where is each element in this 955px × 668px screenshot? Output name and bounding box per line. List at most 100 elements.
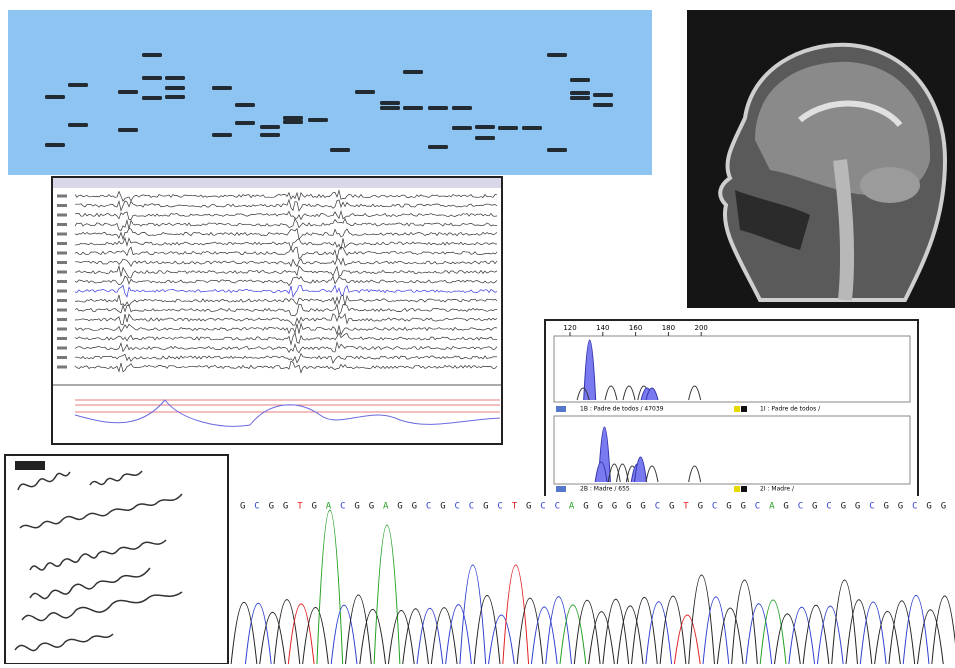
base-call: G — [841, 502, 846, 512]
gel-band — [570, 78, 590, 82]
eeg-channel-label — [57, 318, 67, 321]
trace-peak — [502, 564, 530, 665]
panel-label: 2B : Madre / 655 — [580, 486, 630, 493]
panel-label: 1I : Padre de todos / — [760, 406, 821, 413]
trace-peak — [573, 599, 601, 665]
mri-head — [718, 42, 948, 302]
eeg-trace — [74, 313, 498, 326]
gel-band — [452, 126, 472, 130]
trace-peak — [259, 612, 286, 665]
peak — [607, 463, 621, 483]
gel-band — [475, 136, 495, 140]
trace-peak — [616, 605, 644, 665]
trace-peak — [545, 596, 572, 665]
eeg-trace — [74, 294, 498, 307]
eeg-trace — [74, 322, 498, 336]
gel-band — [547, 53, 567, 57]
base-call: C — [712, 502, 717, 512]
base-call: C — [755, 502, 760, 512]
peak — [688, 385, 702, 401]
eeg-toolbar — [53, 178, 501, 188]
gel-band — [165, 76, 185, 80]
trace-peak — [816, 605, 844, 665]
trace-peak — [602, 598, 630, 665]
trace-peak — [387, 610, 415, 665]
base-call: A — [769, 502, 775, 512]
eeg-trace — [74, 236, 498, 251]
base-call: C — [798, 502, 803, 512]
trace-peak — [402, 608, 429, 665]
eeg-trace — [74, 227, 498, 241]
base-call: C — [826, 502, 831, 512]
electropherogram-panel — [553, 415, 911, 485]
gel-band — [308, 118, 328, 122]
eeg-trace — [74, 246, 498, 260]
gel-band — [428, 106, 448, 110]
handwriting-sample — [4, 454, 229, 665]
gel-band — [45, 143, 65, 147]
trace-peak — [516, 597, 544, 665]
base-call: G — [741, 502, 746, 512]
gel-band — [68, 83, 88, 87]
peak — [645, 465, 659, 483]
base-call: G — [354, 502, 359, 512]
peak — [604, 385, 618, 401]
trace-peak — [859, 601, 887, 665]
gel-band — [260, 125, 280, 129]
gel-band — [165, 86, 185, 90]
base-call: G — [598, 502, 603, 512]
base-call: G — [669, 502, 674, 512]
gel-band — [283, 116, 303, 120]
gel-band — [403, 70, 423, 74]
base-call: T — [512, 502, 518, 512]
gel-band — [380, 101, 400, 105]
trace-peak — [459, 564, 487, 665]
trace-peak — [673, 614, 701, 665]
trace-peak — [416, 608, 444, 665]
base-call: G — [526, 502, 531, 512]
axis-tick-label: 200 — [695, 324, 708, 332]
eeg-trace — [74, 275, 498, 286]
base-call: G — [626, 502, 631, 512]
trace-peak — [831, 579, 858, 665]
gel-band — [380, 106, 400, 110]
base-call: C — [254, 502, 259, 512]
trace-peak — [788, 606, 816, 665]
base-call: C — [869, 502, 874, 512]
eeg-channel-label — [57, 261, 67, 264]
base-call: G — [269, 502, 274, 512]
gel-band — [547, 148, 567, 152]
eeg-channel-label — [57, 251, 67, 255]
eeg-channel-label — [57, 232, 67, 236]
eeg-trace — [74, 303, 497, 317]
eeg-trace — [74, 331, 498, 346]
base-call: G — [926, 502, 931, 512]
eeg-channel-label — [57, 365, 67, 369]
base-call: A — [383, 502, 389, 512]
trace-peak — [902, 594, 930, 665]
eeg-trace — [74, 352, 498, 364]
eeg-traces — [53, 189, 501, 427]
panel-icon — [734, 406, 740, 412]
eeg-trace — [74, 340, 498, 354]
peak — [645, 387, 659, 401]
base-call: G — [612, 502, 617, 512]
eeg-channel-label — [57, 289, 67, 293]
trace-peak — [702, 596, 730, 665]
base-call: G — [726, 502, 731, 512]
gel-bands — [45, 53, 613, 152]
eeg-channel-label — [57, 223, 67, 226]
eeg-channel-label — [57, 280, 67, 283]
base-call: G — [483, 502, 488, 512]
eeg-trace — [74, 209, 498, 221]
base-call: G — [884, 502, 889, 512]
base-call: C — [655, 502, 660, 512]
gel-band — [570, 91, 590, 95]
gel-band — [142, 53, 162, 57]
peak — [634, 456, 648, 483]
axis-tick-label: 180 — [662, 324, 675, 332]
base-call: G — [698, 502, 703, 512]
trace-peak — [473, 595, 501, 665]
trace-peak — [745, 603, 773, 665]
base-call: T — [297, 502, 303, 512]
